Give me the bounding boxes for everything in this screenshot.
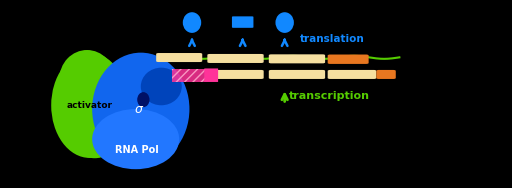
Ellipse shape xyxy=(77,135,112,158)
FancyBboxPatch shape xyxy=(376,70,396,79)
Ellipse shape xyxy=(92,53,189,165)
FancyBboxPatch shape xyxy=(328,70,376,79)
Ellipse shape xyxy=(92,109,179,169)
Ellipse shape xyxy=(59,50,115,108)
Ellipse shape xyxy=(275,12,294,33)
FancyBboxPatch shape xyxy=(269,70,325,79)
Ellipse shape xyxy=(137,92,150,107)
FancyBboxPatch shape xyxy=(207,54,264,63)
FancyBboxPatch shape xyxy=(156,53,202,62)
FancyBboxPatch shape xyxy=(232,16,253,28)
Ellipse shape xyxy=(141,68,182,105)
FancyBboxPatch shape xyxy=(212,70,264,79)
FancyBboxPatch shape xyxy=(328,55,369,64)
Ellipse shape xyxy=(183,12,201,33)
Ellipse shape xyxy=(51,53,128,158)
Text: RNA Pol: RNA Pol xyxy=(115,145,159,155)
FancyBboxPatch shape xyxy=(269,54,325,63)
Text: transcription: transcription xyxy=(289,91,370,101)
Text: activator: activator xyxy=(67,101,113,110)
Text: translation: translation xyxy=(300,34,364,44)
FancyBboxPatch shape xyxy=(204,68,218,82)
FancyBboxPatch shape xyxy=(172,69,205,82)
Text: σ: σ xyxy=(134,102,142,116)
